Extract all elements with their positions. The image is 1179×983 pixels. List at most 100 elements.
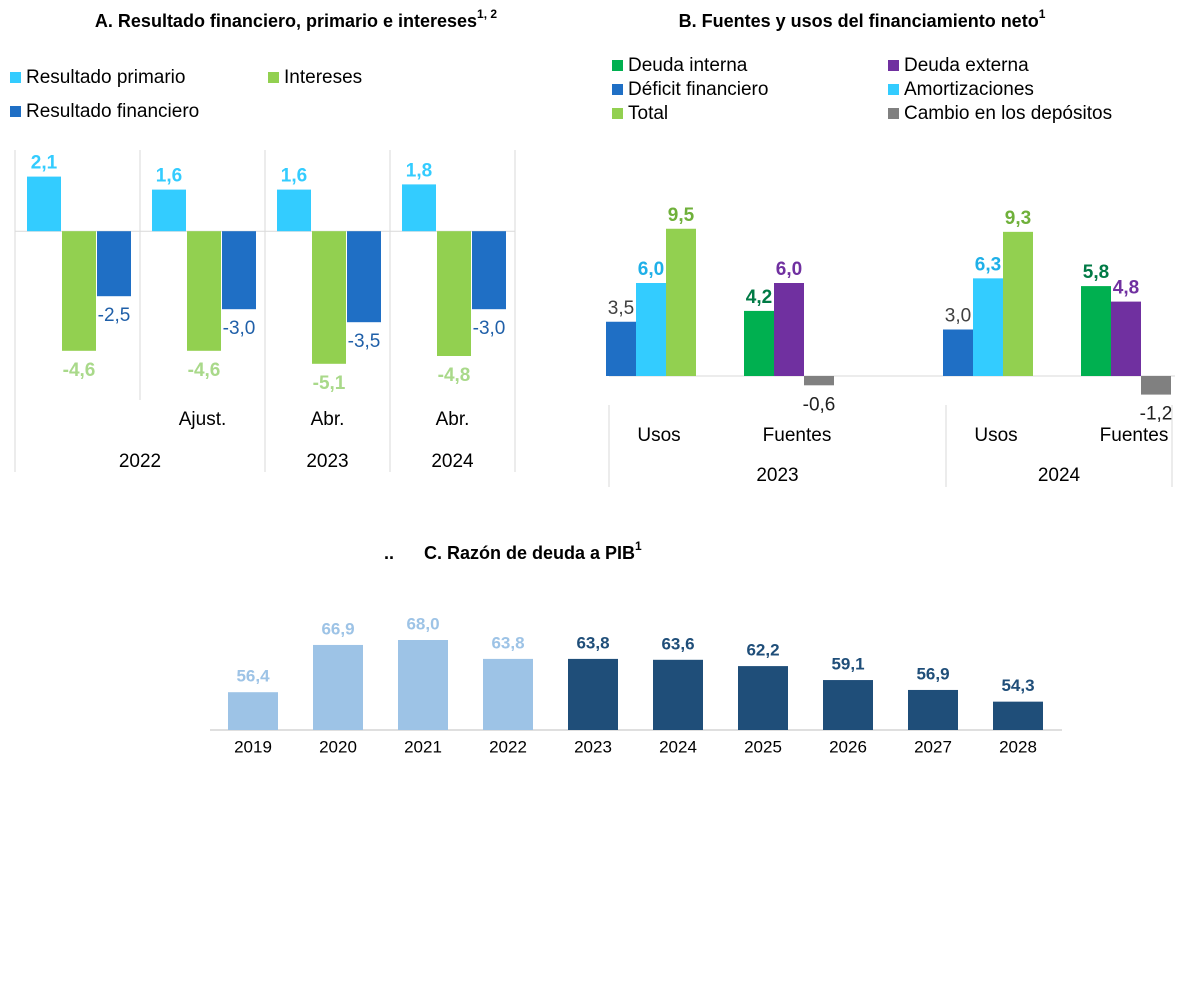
- bar: [1081, 286, 1111, 376]
- legend-label: Déficit financiero: [628, 79, 768, 100]
- value-label: -1,2: [1140, 404, 1173, 425]
- value-label: -0,6: [803, 394, 836, 415]
- value-label: 63,8: [576, 633, 609, 652]
- value-label: 3,0: [945, 306, 971, 327]
- bar: [1111, 301, 1141, 376]
- value-label: 6,3: [975, 254, 1001, 275]
- legend-swatch: [612, 84, 623, 95]
- x-tick-label: 2023: [574, 737, 612, 756]
- legend-swatch: [268, 72, 279, 83]
- value-label: 3,5: [608, 298, 634, 319]
- x-tick-label: 2025: [744, 737, 782, 756]
- bar: [402, 184, 436, 232]
- x-tick-label: 2024: [659, 737, 697, 756]
- category-label: Abr.: [436, 409, 470, 430]
- chart-b-title: B. Fuentes y usos del financiamiento net…: [679, 7, 1046, 31]
- x-tick-label: 2026: [829, 737, 867, 756]
- bar: [1141, 376, 1171, 395]
- value-label: 63,6: [661, 634, 694, 653]
- bar: [483, 658, 533, 730]
- bar: [774, 283, 804, 376]
- value-label: -3,5: [348, 331, 381, 352]
- bar: [313, 644, 363, 730]
- title-text: C. Razón de deuda a PIB: [424, 543, 635, 563]
- bar: [804, 376, 834, 386]
- legend-label: Cambio en los depósitos: [904, 103, 1112, 124]
- value-label: -4,6: [63, 360, 96, 381]
- category-label: Fuentes: [1100, 425, 1169, 446]
- legend-label: Resultado primario: [26, 67, 185, 88]
- legend-label: Total: [628, 103, 668, 124]
- value-label: 9,3: [1005, 208, 1031, 229]
- value-label: 56,4: [236, 667, 270, 686]
- x-tick-label: 2021: [404, 737, 442, 756]
- legend-swatch: [888, 108, 899, 119]
- bar: [993, 701, 1043, 730]
- bar: [152, 189, 186, 232]
- x-tick-label: 2020: [319, 737, 357, 756]
- legend-swatch: [612, 108, 623, 119]
- value-label: 66,9: [321, 619, 354, 638]
- legend-swatch: [10, 106, 21, 117]
- group-label: 2024: [1038, 465, 1081, 486]
- bar: [187, 231, 221, 351]
- bar: [653, 659, 703, 730]
- chart-a-title: A. Resultado financiero, primario e inte…: [95, 7, 497, 31]
- x-tick-label: 2028: [999, 737, 1037, 756]
- bar: [27, 176, 61, 232]
- value-label: -5,1: [313, 373, 346, 394]
- value-label: 63,8: [491, 633, 524, 652]
- bar: [222, 231, 256, 310]
- value-label: 4,2: [746, 287, 772, 308]
- value-label: 62,2: [746, 641, 779, 660]
- value-label: 9,5: [668, 205, 695, 226]
- value-label: 59,1: [831, 655, 864, 674]
- value-label: 1,6: [156, 166, 182, 187]
- bar: [636, 283, 666, 376]
- value-label: -4,8: [438, 365, 471, 386]
- value-label: 6,0: [638, 259, 664, 280]
- value-label: -3,0: [473, 318, 506, 339]
- x-tick-label: 2019: [234, 737, 272, 756]
- value-label: 1,8: [406, 160, 432, 181]
- value-label: 68,0: [406, 614, 439, 633]
- x-tick-label: 2022: [489, 737, 527, 756]
- chart-c-title: C. Razón de deuda a PIB1: [424, 539, 642, 563]
- category-label: Fuentes: [763, 425, 832, 446]
- legend-swatch: [10, 72, 21, 83]
- bar: [1003, 231, 1033, 376]
- category-label: Ajust.: [179, 409, 227, 430]
- bar: [472, 231, 506, 310]
- bar: [823, 680, 873, 730]
- title-superscript: 1: [1039, 7, 1046, 21]
- value-label: 6,0: [776, 259, 802, 280]
- category-label: Usos: [974, 425, 1017, 446]
- x-tick-label: 2027: [914, 737, 952, 756]
- legend-swatch: [612, 60, 623, 71]
- bar: [437, 231, 471, 356]
- group-label: 2023: [756, 465, 798, 486]
- legend-swatch: [888, 84, 899, 95]
- group-label: 2022: [119, 451, 161, 472]
- category-label: Abr.: [311, 409, 345, 430]
- value-label: 2,1: [31, 153, 58, 174]
- legend-label: Deuda externa: [904, 55, 1029, 76]
- bar: [97, 231, 131, 297]
- legend-label: Resultado financiero: [26, 101, 199, 122]
- bar: [666, 228, 696, 376]
- value-label: 1,6: [281, 166, 307, 187]
- legend-label: Deuda interna: [628, 55, 748, 76]
- legend-swatch: [888, 60, 899, 71]
- bar: [312, 231, 346, 364]
- title-superscript: 1, 2: [477, 7, 497, 21]
- bar: [744, 310, 774, 376]
- bar: [277, 189, 311, 232]
- legend-label: Amortizaciones: [904, 79, 1034, 100]
- value-label: -3,0: [223, 318, 256, 339]
- value-label: 56,9: [916, 664, 949, 683]
- bar: [398, 640, 448, 730]
- category-label: Usos: [637, 425, 680, 446]
- bar: [347, 231, 381, 323]
- title-superscript: 1: [635, 539, 642, 553]
